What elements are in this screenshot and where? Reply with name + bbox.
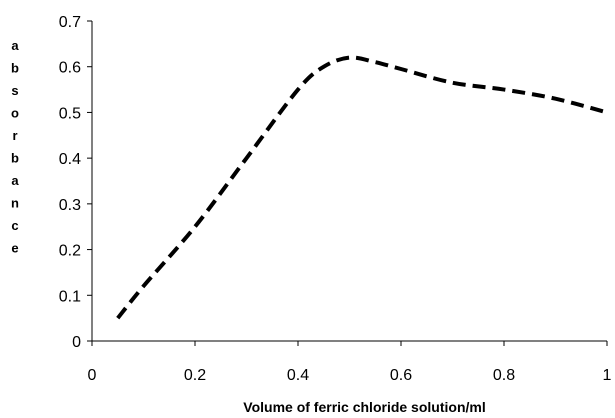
y-tick-label: 0.1 — [59, 288, 81, 305]
x-tick-label: 1 — [603, 367, 612, 384]
x-tick-label: 0.2 — [184, 367, 206, 384]
y-axis-title-char: o — [11, 106, 19, 121]
x-axis-title: Volume of ferric chloride solution/ml — [243, 399, 485, 415]
y-tick-label: 0.5 — [59, 105, 81, 122]
y-tick-label: 0 — [72, 334, 81, 351]
x-tick-label: 0.6 — [390, 367, 412, 384]
y-tick-label: 0.3 — [59, 197, 81, 214]
y-tick-label: 0.2 — [59, 243, 81, 260]
y-axis-title-char: e — [11, 241, 18, 256]
y-axis-title-char: c — [11, 218, 18, 233]
x-tick-label: 0.4 — [287, 367, 309, 384]
y-tick-label: 0.7 — [59, 14, 81, 31]
y-axis-title-char: r — [12, 128, 17, 143]
x-tick-label: 0.8 — [493, 367, 515, 384]
y-tick-label: 0.6 — [59, 60, 81, 77]
y-axis-title-char: s — [11, 83, 18, 98]
y-axis-title-char: a — [11, 38, 19, 53]
y-axis-title-char: n — [11, 196, 19, 211]
x-tick-labels: 0 0.2 0.4 0.6 0.8 1 — [88, 341, 612, 384]
y-axis-title-char: b — [11, 61, 19, 76]
series-line — [116, 55, 608, 320]
y-axis-title-char: a — [11, 173, 19, 188]
y-axis-title-char: b — [11, 151, 19, 166]
x-tick-label: 0 — [88, 367, 97, 384]
y-tick-label: 0.4 — [59, 151, 81, 168]
y-tick-labels: 0 0.1 0.2 0.3 0.4 0.5 0.6 0.7 — [59, 14, 92, 351]
